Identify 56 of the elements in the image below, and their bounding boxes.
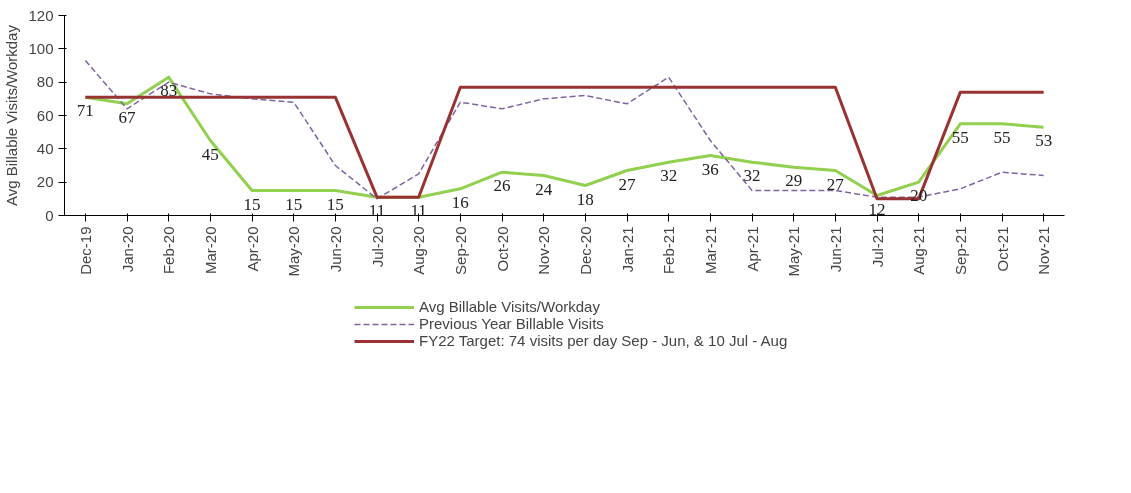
data-label: 45 bbox=[201, 144, 219, 164]
x-tick-label: Oct-20 bbox=[493, 226, 511, 272]
data-label: 15 bbox=[243, 194, 261, 214]
y-tick-label: 60 bbox=[36, 106, 54, 124]
x-tick-label: Dec-19 bbox=[76, 226, 94, 275]
data-label: 27 bbox=[618, 174, 636, 194]
data-label: 12 bbox=[868, 199, 886, 219]
data-label: 15 bbox=[326, 194, 344, 214]
x-tick-label: Apr-20 bbox=[243, 226, 261, 272]
x-tick-label: May-21 bbox=[785, 226, 803, 277]
x-tick-label: Jan-20 bbox=[118, 226, 136, 273]
data-label: 32 bbox=[743, 166, 761, 186]
y-tick-label: 20 bbox=[36, 173, 54, 191]
data-label: 32 bbox=[660, 166, 678, 186]
data-label: 83 bbox=[160, 81, 178, 101]
x-tick-label: Jul-21 bbox=[868, 226, 886, 268]
x-tick-label: Jun-20 bbox=[326, 226, 344, 273]
x-tick-label: Jun-21 bbox=[826, 226, 844, 273]
data-label: 55 bbox=[993, 127, 1011, 147]
y-tick-label: 0 bbox=[45, 206, 54, 224]
y-tick-label: 120 bbox=[28, 6, 54, 24]
y-tick-label: 40 bbox=[36, 139, 54, 157]
x-tick-label: Feb-20 bbox=[160, 226, 178, 275]
x-tick-label: May-20 bbox=[285, 226, 303, 277]
y-tick-label: 100 bbox=[28, 39, 54, 57]
data-label: 67 bbox=[118, 107, 136, 127]
data-label: 16 bbox=[451, 192, 469, 212]
legend-label: Avg Billable Visits/Workday bbox=[419, 298, 600, 315]
data-label: 24 bbox=[535, 179, 553, 199]
data-label: 36 bbox=[701, 159, 719, 179]
data-label: 26 bbox=[493, 176, 511, 196]
x-tick-label: Mar-20 bbox=[201, 226, 219, 275]
legend-label: Previous Year Billable Visits bbox=[419, 315, 604, 332]
x-tick-label: Aug-21 bbox=[910, 226, 928, 275]
x-tick-label: Nov-20 bbox=[535, 226, 553, 275]
data-label: 15 bbox=[285, 194, 303, 214]
x-tick-label: Sep-20 bbox=[451, 226, 469, 275]
data-label: 29 bbox=[785, 171, 803, 191]
data-label: 71 bbox=[76, 101, 94, 121]
x-tick-label: Jul-20 bbox=[368, 226, 386, 268]
x-tick-label: Nov-21 bbox=[1035, 226, 1053, 275]
x-tick-label: Mar-21 bbox=[701, 226, 719, 275]
data-label: 18 bbox=[576, 189, 594, 209]
data-label: 27 bbox=[826, 174, 845, 194]
data-label: 53 bbox=[1035, 131, 1053, 151]
y-axis-title: Avg Billable Visits/Workday bbox=[3, 24, 21, 206]
x-tick-label: Feb-21 bbox=[660, 226, 678, 275]
x-tick-label: Sep-21 bbox=[951, 226, 969, 275]
x-tick-label: Dec-20 bbox=[576, 226, 594, 275]
data-label: 55 bbox=[951, 127, 969, 147]
y-tick-label: 80 bbox=[36, 73, 54, 91]
legend-label: FY22 Target: 74 visits per day Sep - Jun, & 10 Jul - Aug bbox=[419, 332, 788, 349]
x-tick-label: Apr-21 bbox=[743, 226, 761, 272]
x-tick-label: Jan-21 bbox=[618, 226, 636, 273]
x-tick-label: Oct-21 bbox=[993, 226, 1011, 272]
x-tick-label: Aug-20 bbox=[410, 226, 428, 275]
